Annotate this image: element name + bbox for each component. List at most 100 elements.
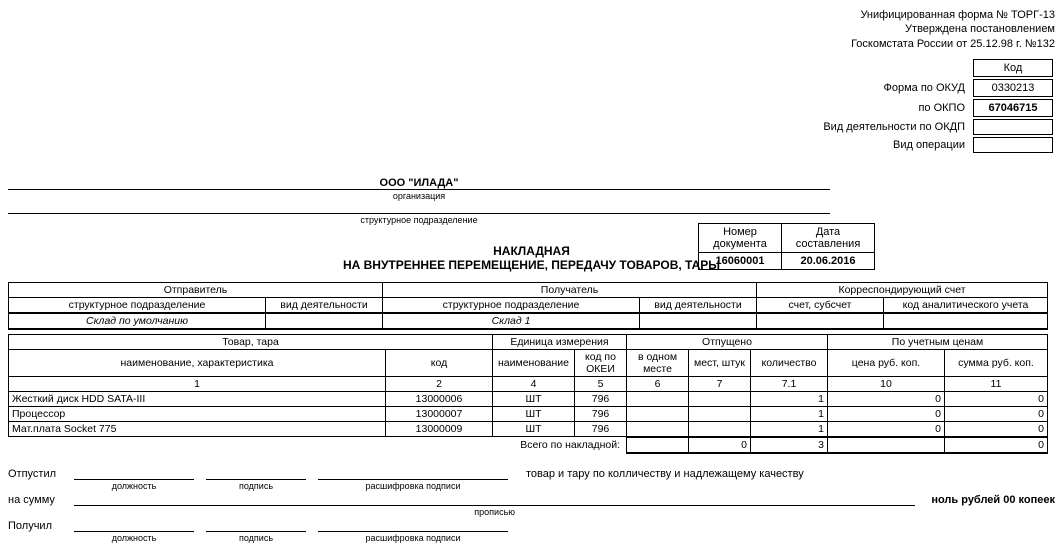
item-okei: 796 — [575, 421, 627, 437]
item-price: 0 — [828, 391, 945, 406]
item-price: 0 — [828, 421, 945, 437]
item-code: 13000006 — [386, 391, 493, 406]
name-h: наименование, характеристика — [9, 349, 386, 376]
oper-value — [973, 137, 1053, 153]
anal-h: код аналитического учета — [884, 297, 1048, 313]
unit-name-h: наименование — [493, 349, 575, 376]
item-qty: 1 — [751, 406, 828, 421]
form-header-line3: Госкомстата России от 25.12.98 г. №132 — [8, 37, 1055, 51]
item-code: 13000009 — [386, 421, 493, 437]
item-sum: 0 — [945, 406, 1048, 421]
oper-label: Вид операции — [819, 137, 971, 153]
okud-value: 0330213 — [973, 79, 1053, 97]
total-qty: 3 — [751, 437, 828, 453]
released-label: Отпустил — [8, 468, 68, 480]
item-name: Мат.плата Socket 775 — [9, 421, 386, 437]
item-okei: 796 — [575, 406, 627, 421]
codes-block: Код Форма по ОКУД0330213 по ОКПО67046715… — [817, 57, 1055, 155]
recv-head: Получатель — [383, 282, 757, 297]
item-sum: 0 — [945, 391, 1048, 406]
recv-struct-h: структурное подразделение — [383, 297, 640, 313]
item-unit: ШТ — [493, 391, 575, 406]
item-qty: 1 — [751, 391, 828, 406]
colnum-2: 2 — [386, 376, 493, 391]
pos-sub2: должность — [74, 533, 194, 543]
title-line1: НАКЛАДНАЯ — [8, 244, 1055, 258]
okei-h: код по ОКЕИ — [575, 349, 627, 376]
sum-text: ноль рублей 00 копеек — [931, 494, 1055, 506]
item-row: Жесткий диск HDD SATA-III13000006ШТ79610… — [9, 391, 1048, 406]
colnum-10: 10 — [828, 376, 945, 391]
unit-h: Единица измерения — [493, 334, 627, 349]
okpo-value: 67046715 — [973, 99, 1053, 117]
okdp-label: Вид деятельности по ОКДП — [819, 119, 971, 135]
org-block: ООО "ИЛАДА" организация структурное подр… — [8, 155, 1055, 225]
title-line2: НА ВНУТРЕННЕЕ ПЕРЕМЕЩЕНИЕ, ПЕРЕДАЧУ ТОВА… — [8, 258, 1055, 272]
item-qty: 1 — [751, 421, 828, 437]
item-name: Процессор — [9, 406, 386, 421]
item-row: Процессор13000007ШТ796100 — [9, 406, 1048, 421]
total-sum: 0 — [945, 437, 1048, 453]
price-col-h: цена руб. коп. — [828, 349, 945, 376]
sig-sub1: подпись — [206, 481, 306, 491]
org-sub: организация — [8, 189, 830, 201]
sender-val: Склад по умолчанию — [9, 313, 266, 329]
form-header: Унифицированная форма № ТОРГ-13 Утвержде… — [8, 8, 1055, 51]
onsum-label: на сумму — [8, 494, 68, 506]
item-row: Мат.плата Socket 77513000009ШТ796100 — [9, 421, 1048, 437]
item-code: 13000007 — [386, 406, 493, 421]
items-table: Товар, тара Единица измерения Отпущено П… — [8, 334, 1048, 454]
sum-col-h: сумма руб. коп. — [945, 349, 1048, 376]
received-label: Получил — [8, 520, 68, 532]
okdp-value — [973, 119, 1053, 135]
recv-act-h: вид деятельности — [640, 297, 757, 313]
propis-sub: прописью — [74, 507, 915, 517]
sender-struct-h: структурное подразделение — [9, 297, 266, 313]
decode-sub2: расшифровка подписи — [318, 533, 508, 543]
acc-h: счет, субсчет — [757, 297, 884, 313]
qty-h: количество — [751, 349, 828, 376]
colnum-4: 4 — [493, 376, 575, 391]
item-places — [689, 406, 751, 421]
item-inone — [627, 406, 689, 421]
sig-sub2: подпись — [206, 533, 306, 543]
item-price: 0 — [828, 406, 945, 421]
org-name: ООО "ИЛАДА" — [8, 177, 830, 189]
item-places — [689, 421, 751, 437]
sender-act-h: вид деятельности — [266, 297, 383, 313]
form-header-line2: Утверждена постановлением — [8, 22, 1055, 36]
okpo-label: по ОКПО — [819, 99, 971, 117]
price-h: По учетным ценам — [828, 334, 1048, 349]
item-places — [689, 391, 751, 406]
decode-sub1: расшифровка подписи — [318, 481, 508, 491]
inone-h: в одном месте — [627, 349, 689, 376]
kod-head: Код — [973, 59, 1053, 77]
code-h: код — [386, 349, 493, 376]
item-okei: 796 — [575, 391, 627, 406]
colnum-1: 1 — [9, 376, 386, 391]
rel-h: Отпущено — [627, 334, 828, 349]
colnum-6: 6 — [627, 376, 689, 391]
item-sum: 0 — [945, 421, 1048, 437]
recv-val: Склад 1 — [383, 313, 640, 329]
item-name: Жесткий диск HDD SATA-III — [9, 391, 386, 406]
pos-sub1: должность — [74, 481, 194, 491]
item-inone — [627, 421, 689, 437]
item-unit: ШТ — [493, 406, 575, 421]
okud-label: Форма по ОКУД — [819, 79, 971, 97]
colnum-71: 7.1 — [751, 376, 828, 391]
doc-title: НАКЛАДНАЯ НА ВНУТРЕННЕЕ ПЕРЕМЕЩЕНИЕ, ПЕР… — [8, 244, 1055, 272]
colnum-11: 11 — [945, 376, 1048, 391]
colnum-7: 7 — [689, 376, 751, 391]
places-h: мест, штук — [689, 349, 751, 376]
sender-head: Отправитель — [9, 282, 383, 297]
form-header-line1: Унифицированная форма № ТОРГ-13 — [8, 8, 1055, 22]
sign-block: Отпустил должность подпись расшифровка п… — [8, 468, 1055, 532]
corr-head: Корреспондирующий счет — [757, 282, 1048, 297]
goods-h: Товар, тара — [9, 334, 493, 349]
item-unit: ШТ — [493, 421, 575, 437]
released-tail: товар и тару по колличеству и надлежащем… — [526, 468, 804, 480]
colnum-5: 5 — [575, 376, 627, 391]
item-inone — [627, 391, 689, 406]
total-label: Всего по накладной: — [9, 437, 627, 453]
